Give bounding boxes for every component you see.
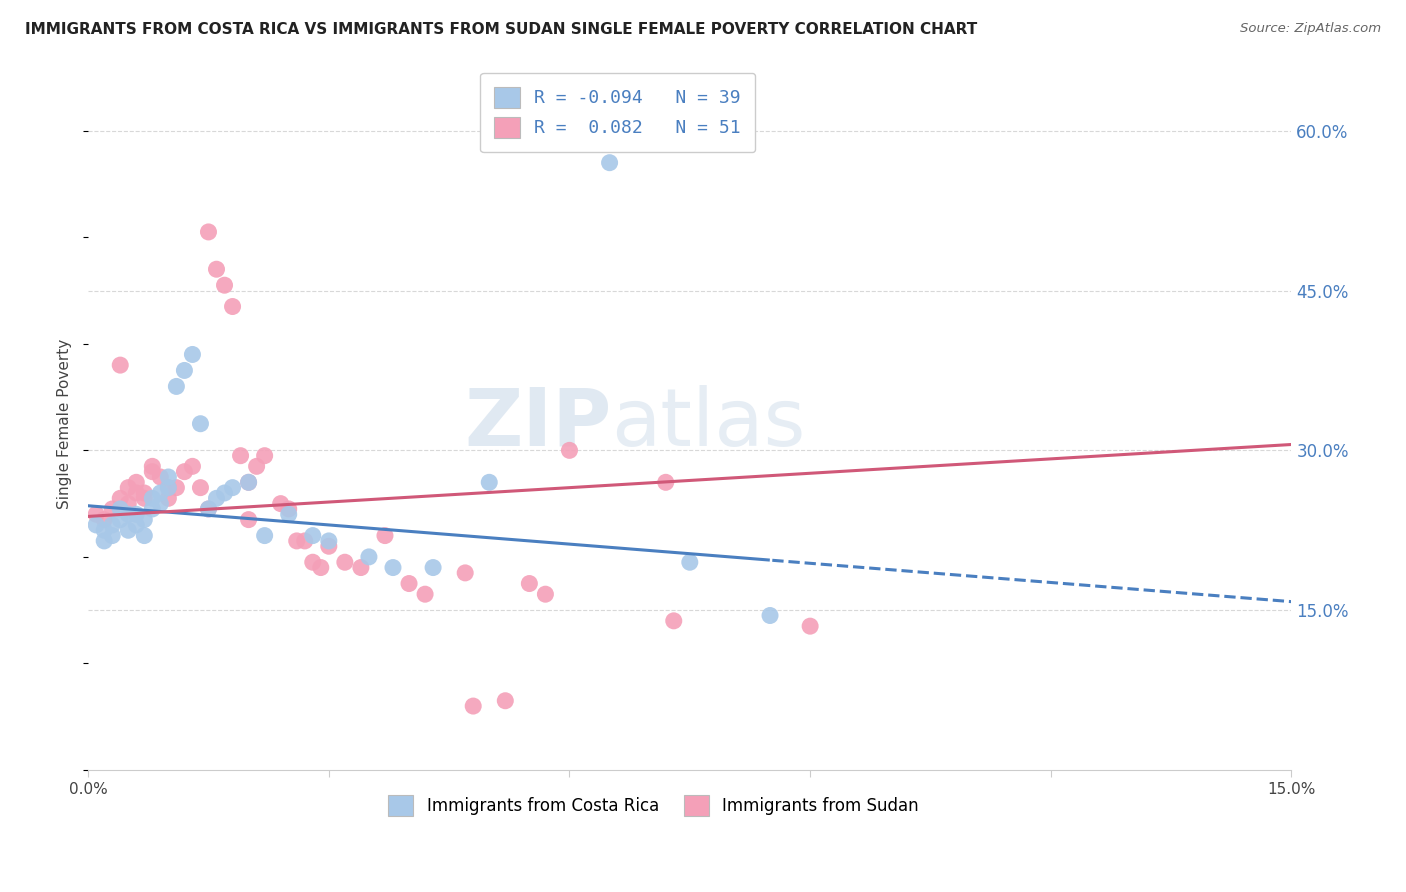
Point: [141, 491, 163, 506]
Point: [277, 508, 299, 522]
Point: [134, 486, 156, 500]
Point: [157, 481, 180, 495]
Point: [534, 587, 557, 601]
Point: [654, 475, 676, 490]
Point: [190, 417, 212, 431]
Point: [205, 262, 228, 277]
Point: [134, 528, 156, 542]
Point: [197, 225, 219, 239]
Point: [238, 475, 260, 490]
Point: [125, 475, 148, 490]
Point: [84, 508, 107, 522]
Point: [165, 481, 187, 495]
Point: [413, 587, 436, 601]
Point: [141, 459, 163, 474]
Point: [238, 513, 260, 527]
Point: [93, 513, 115, 527]
Point: [141, 465, 163, 479]
Point: [398, 576, 420, 591]
Point: [558, 443, 581, 458]
Point: [134, 513, 156, 527]
Point: [110, 491, 132, 506]
Point: [309, 560, 332, 574]
Point: [101, 502, 124, 516]
Point: [519, 576, 541, 591]
Point: [294, 533, 316, 548]
Point: [101, 517, 124, 532]
Y-axis label: Single Female Poverty: Single Female Poverty: [58, 339, 72, 508]
Point: [173, 465, 195, 479]
Point: [190, 481, 212, 495]
Point: [117, 481, 139, 495]
Point: [117, 523, 139, 537]
Point: [679, 555, 702, 569]
Point: [181, 347, 204, 361]
Point: [197, 502, 219, 516]
Point: [253, 449, 276, 463]
Point: [93, 523, 115, 537]
Point: [93, 533, 115, 548]
Point: [197, 502, 219, 516]
Point: [125, 517, 148, 532]
Point: [221, 481, 243, 495]
Point: [101, 528, 124, 542]
Point: [318, 533, 340, 548]
Point: [157, 470, 180, 484]
Point: [382, 560, 405, 574]
Point: [599, 155, 621, 169]
Point: [117, 508, 139, 522]
Point: [157, 481, 180, 495]
Point: [759, 608, 782, 623]
Point: [270, 497, 292, 511]
Point: [134, 491, 156, 506]
Legend: Immigrants from Costa Rica, Immigrants from Sudan: Immigrants from Costa Rica, Immigrants f…: [380, 787, 928, 824]
Point: [157, 491, 180, 506]
Text: IMMIGRANTS FROM COSTA RICA VS IMMIGRANTS FROM SUDAN SINGLE FEMALE POVERTY CORREL: IMMIGRANTS FROM COSTA RICA VS IMMIGRANTS…: [25, 22, 977, 37]
Point: [149, 486, 172, 500]
Point: [221, 300, 243, 314]
Point: [422, 560, 444, 574]
Point: [238, 475, 260, 490]
Point: [149, 470, 172, 484]
Point: [117, 497, 139, 511]
Point: [374, 528, 396, 542]
Point: [246, 459, 269, 474]
Point: [301, 555, 323, 569]
Point: [662, 614, 685, 628]
Point: [253, 528, 276, 542]
Text: Source: ZipAtlas.com: Source: ZipAtlas.com: [1240, 22, 1381, 36]
Point: [277, 502, 299, 516]
Point: [214, 278, 236, 293]
Point: [494, 694, 516, 708]
Point: [333, 555, 356, 569]
Point: [173, 363, 195, 377]
Point: [141, 502, 163, 516]
Point: [463, 699, 485, 714]
Point: [84, 517, 107, 532]
Point: [125, 508, 148, 522]
Point: [214, 486, 236, 500]
Point: [110, 502, 132, 516]
Point: [301, 528, 323, 542]
Point: [205, 491, 228, 506]
Text: ZIP: ZIP: [464, 384, 612, 463]
Point: [149, 497, 172, 511]
Point: [357, 549, 380, 564]
Point: [285, 533, 308, 548]
Point: [181, 459, 204, 474]
Point: [318, 539, 340, 553]
Text: atlas: atlas: [612, 384, 806, 463]
Point: [478, 475, 501, 490]
Point: [110, 513, 132, 527]
Point: [350, 560, 373, 574]
Point: [454, 566, 477, 580]
Point: [125, 486, 148, 500]
Point: [165, 379, 187, 393]
Point: [229, 449, 252, 463]
Point: [799, 619, 821, 633]
Point: [110, 358, 132, 372]
